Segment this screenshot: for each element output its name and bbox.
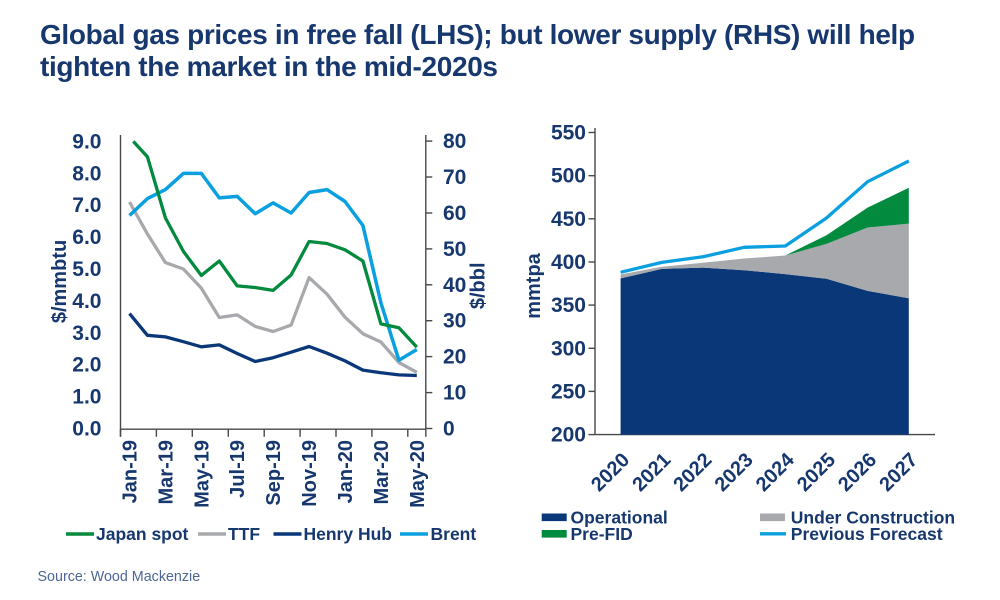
svg-text:2020: 2020 [587,449,634,496]
svg-text:50: 50 [443,238,466,261]
svg-text:2025: 2025 [793,449,840,496]
svg-text:80: 80 [443,130,466,153]
svg-text:400: 400 [551,251,586,274]
svg-text:Under Construction: Under Construction [791,508,955,528]
svg-text:300: 300 [551,337,586,360]
svg-text:7.0: 7.0 [72,194,101,217]
svg-text:Mar-19: Mar-19 [155,440,177,504]
svg-text:4.0: 4.0 [72,290,101,313]
svg-text:Pre-FID: Pre-FID [571,524,633,544]
svg-text:3.0: 3.0 [72,322,101,345]
svg-text:70: 70 [443,166,466,189]
svg-text:450: 450 [551,208,586,231]
svg-text:0.0: 0.0 [72,418,101,441]
svg-text:$/mmbtu: $/mmbtu [49,240,71,323]
svg-text:Mar-20: Mar-20 [371,440,393,504]
svg-text:9.0: 9.0 [72,130,101,153]
svg-text:May-20: May-20 [407,440,429,508]
svg-text:40: 40 [443,274,466,297]
svg-text:Jan-19: Jan-19 [120,440,142,503]
svg-text:2027: 2027 [875,449,922,496]
svg-text:350: 350 [551,294,586,317]
svg-text:mmtpa: mmtpa [523,252,545,318]
svg-text:Jul-19: Jul-19 [227,440,249,498]
svg-text:20: 20 [443,346,466,369]
svg-text:200: 200 [551,424,586,447]
svg-text:60: 60 [443,202,466,225]
svg-text:$/bbl: $/bbl [468,262,490,309]
svg-text:8.0: 8.0 [72,162,101,185]
svg-text:0: 0 [443,418,455,441]
svg-text:5.0: 5.0 [72,258,101,281]
svg-text:550: 550 [551,122,586,145]
svg-text:30: 30 [443,310,466,333]
svg-text:Previous Forecast: Previous Forecast [791,524,943,544]
svg-text:250: 250 [551,380,586,403]
svg-text:2024: 2024 [752,448,800,496]
svg-text:2022: 2022 [669,449,716,496]
svg-text:10: 10 [443,382,466,405]
svg-text:2021: 2021 [628,449,675,496]
svg-text:2026: 2026 [834,449,881,496]
svg-text:TTF: TTF [228,524,260,544]
svg-text:Sep-19: Sep-19 [263,440,285,506]
svg-text:1.0: 1.0 [72,386,101,409]
svg-text:May-19: May-19 [191,440,213,508]
svg-text:2.0: 2.0 [72,354,101,377]
svg-text:500: 500 [551,165,586,188]
svg-text:Henry Hub: Henry Hub [304,524,392,544]
svg-text:6.0: 6.0 [72,226,101,249]
svg-text:Jan-20: Jan-20 [335,440,357,503]
svg-text:2023: 2023 [711,449,758,496]
svg-text:Japan spot: Japan spot [96,524,189,544]
svg-text:Operational: Operational [571,508,668,528]
svg-text:Brent: Brent [431,524,477,544]
svg-text:Source: Wood Mackenzie: Source: Wood Mackenzie [38,569,201,585]
svg-text:Nov-19: Nov-19 [299,440,321,507]
